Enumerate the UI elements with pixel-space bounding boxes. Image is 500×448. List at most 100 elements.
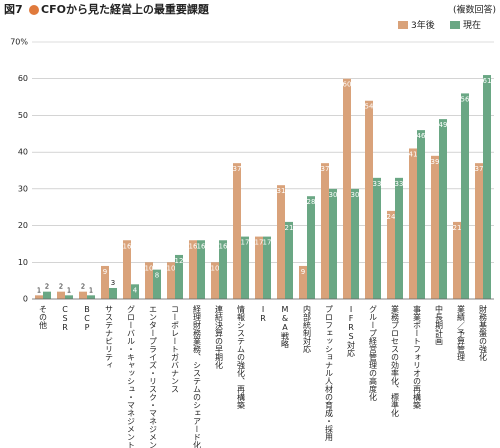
bar [57,291,65,299]
bar [35,295,43,299]
x-tick-label: その他 [39,305,48,330]
bar [453,221,461,299]
x-tick-label: BCP [83,305,92,332]
value-label: 1 [37,286,41,294]
figure-label: 図7 [4,2,23,16]
value-label: 10 [167,264,176,272]
value-label: 30 [351,191,360,199]
value-label: 16 [197,242,206,250]
value-label: 37 [475,165,484,173]
bar [343,78,351,299]
x-tick-label: CSR [61,305,70,332]
bar [79,291,87,299]
bar [145,262,153,299]
bar [373,177,381,299]
x-tick-label: 業績／予算管理 [457,304,466,361]
bar [197,240,205,299]
bar [65,295,73,299]
x-tick-label: コーポレートガバナンス [171,305,180,393]
value-label: 41 [409,150,418,158]
x-tick-label: 内部統制対応 [303,304,312,354]
legend-label: 現在 [463,19,481,31]
value-label: 33 [395,180,404,188]
bar [395,177,403,299]
value-label: 2 [81,283,85,291]
chart-title: CFOから見た経営上の最重要課題 [41,2,210,16]
value-label: 46 [417,132,426,140]
bar [153,269,161,299]
y-tick-label: 30 [18,184,28,193]
bar [475,163,483,299]
chart-subtitle: (複数回答) [453,4,496,16]
bar [299,265,307,299]
value-label: 16 [123,242,132,250]
y-tick-label: 60 [18,74,28,83]
x-tick-label: 事業ポートフォリオの再構築 [413,304,422,410]
value-label: 37 [321,165,330,173]
bar [461,93,469,300]
value-label: 49 [439,121,448,129]
x-tick-label: グローバル・キャッシュ・マネジメント [127,305,136,448]
bar [409,148,417,299]
bar [189,240,197,299]
bar [365,100,373,299]
value-label: 17 [263,239,272,247]
y-tick-label: 70% [10,38,28,47]
bar [321,163,329,299]
bar [263,236,271,299]
bar [329,188,337,299]
bar [483,75,491,300]
value-label: 1 [67,286,71,294]
value-label: 17 [255,239,264,247]
bar [211,262,219,299]
value-label: 39 [431,158,440,166]
x-tick-label: IFRS対応 [347,305,356,358]
y-tick-label: 10 [18,258,28,267]
value-label: 21 [285,224,294,232]
value-label: 21 [453,224,462,232]
value-label: 31 [277,187,286,195]
value-label: 10 [145,264,154,272]
title-bullet [29,5,39,15]
value-label: 16 [189,242,198,250]
bar [109,287,117,299]
value-label: 4 [133,286,138,294]
bar [255,236,263,299]
bar [219,240,227,299]
bar [43,291,51,299]
y-tick-label: 0 [23,295,28,304]
x-tick-label: 財務基盤の強化 [479,304,488,362]
x-tick-label: プロフェッショナル人材の育成・採用 [325,305,334,442]
value-label: 61 [483,77,492,85]
value-label: 1 [89,286,93,294]
y-tick-label: 20 [18,221,28,230]
value-label: 2 [59,283,63,291]
bar [87,295,95,299]
bar [167,262,175,299]
legend-swatch [450,21,460,29]
value-label: 24 [387,213,396,221]
bar [431,155,439,299]
value-label: 3 [111,279,115,287]
x-tick-label: M&A戦略 [281,305,290,348]
value-label: 8 [155,272,159,280]
value-label: 9 [103,268,107,276]
legend-swatch [398,21,408,29]
value-label: 16 [219,242,228,250]
bar [123,240,131,299]
x-tick-label: 経理財務業務、システムのシェアード化 [193,304,202,448]
value-label: 37 [233,165,242,173]
value-label: 2 [45,283,49,291]
legend-label: 3年後 [411,19,435,31]
value-label: 9 [301,268,305,276]
value-label: 33 [373,180,382,188]
bar [101,265,109,299]
y-tick-label: 50 [18,111,28,120]
bar [285,221,293,299]
x-tick-label: エンタープライズ・リスク・マネジメント [149,305,158,448]
bar [175,254,183,299]
value-label: 10 [211,264,220,272]
value-label: 28 [307,198,316,206]
x-tick-label: 中長期計画 [435,304,444,346]
